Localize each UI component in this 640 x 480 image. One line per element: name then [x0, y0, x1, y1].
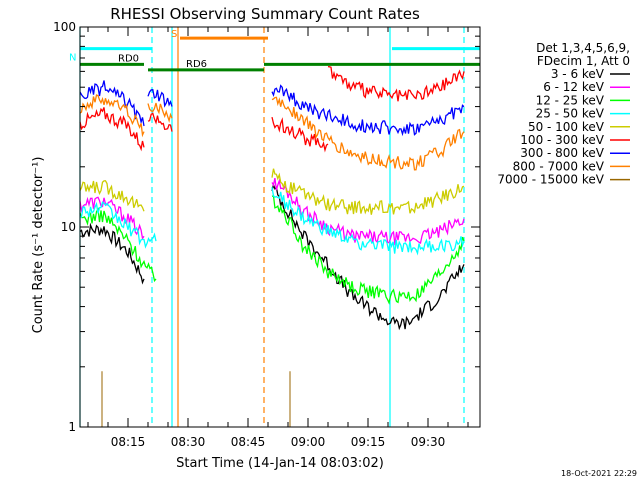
vertical-markers: [79, 27, 465, 427]
series-6-12-kev: [79, 177, 465, 246]
y-tick-label-100: 100: [53, 20, 76, 34]
series-800-7000-kev-trace-2: [271, 96, 465, 171]
series-3-6-kev-trace-1: [271, 182, 465, 331]
legend-label-6-12-kev: 6 - 12 keV: [543, 80, 605, 94]
series-50-100-kev-trace-1: [271, 168, 465, 215]
x-axis: 08:15 08:30 08:45 09:00 09:15 09:30: [87, 27, 469, 449]
series-25-50-kev: [79, 187, 465, 256]
legend-label-100-300-kev: 100 - 300 keV: [520, 133, 604, 147]
timestamp: 18-Oct-2021 22:29: [561, 469, 637, 478]
series-6-12-kev-trace-0: [79, 196, 145, 241]
series-50-100-kev-trace-0: [79, 180, 145, 212]
series-50-100-kev: [79, 168, 465, 215]
series-12-25-kev: [79, 195, 465, 305]
series-800-7000-kev: [79, 94, 465, 171]
x-axis-label: Start Time (14-Jan-14 08:03:02): [176, 456, 384, 471]
series-300-800-kev-trace-2: [271, 84, 465, 137]
series-300-800-kev: [79, 80, 465, 137]
legend-label-12-25-kev: 12 - 25 keV: [536, 93, 605, 107]
state-bar-label-s: S: [171, 29, 177, 40]
series-100-300-kev-trace-2: [271, 116, 329, 153]
x-tick-label-0815: 08:15: [111, 435, 146, 449]
state-bar-label-n: N: [69, 53, 76, 64]
legend-label-50-100-kev: 50 - 100 keV: [528, 120, 605, 134]
x-tick-label-0845: 08:45: [231, 435, 266, 449]
series-300-800-kev-trace-1: [147, 88, 173, 108]
legend-label-300-800-kev: 300 - 800 keV: [520, 146, 604, 160]
series-100-300-kev-trace-3: [327, 65, 465, 102]
legend-label-7000-15000-kev: 7000 - 15000 keV: [497, 173, 604, 187]
series-12-25-kev-trace-0: [79, 207, 157, 283]
state-bar-label-rd6: RD6: [186, 59, 207, 70]
state-bar-label-rd0: RD0: [118, 53, 139, 64]
legend-label-25-50-kev: 25 - 50 keV: [536, 107, 605, 121]
y-tick-label-1: 1: [68, 420, 76, 434]
series-800-7000-kev-trace-1: [147, 102, 173, 123]
series-25-50-kev-trace-0: [79, 201, 157, 249]
series-100-300-kev: [79, 65, 465, 153]
series-12-25-kev-trace-1: [271, 195, 465, 305]
legend-label-3-6-kev: 3 - 6 keV: [551, 67, 605, 81]
series-3-6-kev-trace-0: [79, 222, 145, 285]
series-7000-15000-kev: [101, 371, 291, 427]
series-800-7000-kev-trace-0: [79, 94, 145, 138]
legend-header-line-2: FDecim 1, Att 0: [537, 54, 630, 68]
x-tick-label-0915: 09:15: [351, 435, 386, 449]
legend: Det 1,3,4,5,6,9, FDecim 1, Att 0 3 - 6 k…: [497, 41, 630, 187]
x-tick-label-0930: 09:30: [411, 435, 446, 449]
x-tick-label-0830: 08:30: [171, 435, 206, 449]
series-3-6-kev: [79, 182, 465, 331]
y-axis-label: Count Rate (s⁻¹ detector⁻¹): [31, 157, 46, 334]
x-tick-label-0900: 09:00: [291, 435, 326, 449]
state-bars: RD0 RD6 N S: [69, 29, 480, 72]
series-25-50-kev-trace-1: [271, 187, 465, 256]
y-tick-label-10: 10: [61, 220, 76, 234]
chart-title: RHESSI Observing Summary Count Rates: [110, 5, 420, 23]
series-100-300-kev-trace-0: [79, 107, 145, 152]
series-layer: [79, 65, 465, 427]
series-100-300-kev-trace-1: [147, 112, 173, 132]
legend-label-800-7000-kev: 800 - 7000 keV: [513, 159, 605, 173]
series-6-12-kev-trace-1: [271, 177, 465, 246]
legend-header-line-1: Det 1,3,4,5,6,9,: [536, 41, 630, 55]
series-300-800-kev-trace-0: [79, 80, 145, 127]
y-axis: 1 10 100: [53, 20, 480, 434]
